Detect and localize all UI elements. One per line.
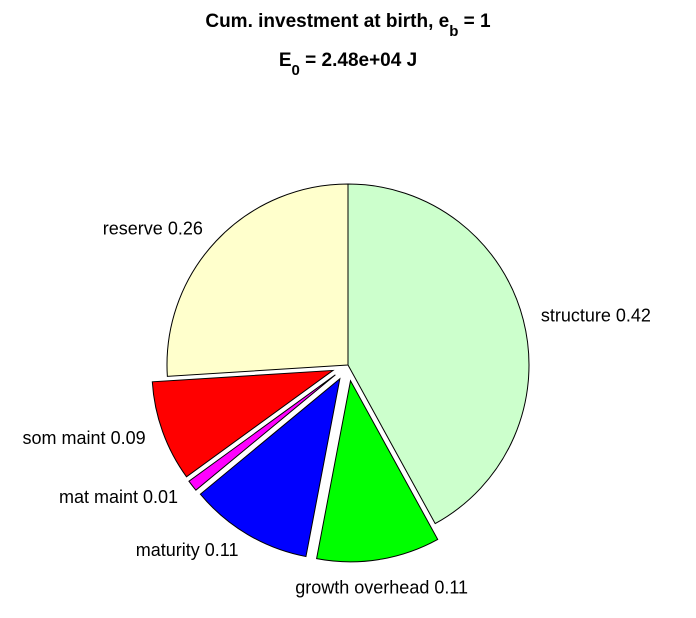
chart-subtitle: E0 = 2.48e+04 J (279, 50, 417, 79)
slice-name: reserve (103, 219, 163, 239)
slice-name: structure (541, 305, 611, 325)
title-part: = 1 (458, 11, 491, 32)
pie-slice (188, 374, 336, 491)
slice-value: 0.01 (143, 487, 178, 507)
pie-slice (199, 377, 341, 558)
pie-slice (347, 183, 530, 525)
slice-label: mat maint 0.01 (59, 487, 178, 507)
title-part: = 2.48e+04 J (300, 50, 417, 71)
slice-value: 0.42 (616, 305, 651, 325)
slice-name: growth overhead (295, 577, 429, 597)
slice-label: maturity 0.11 (136, 540, 239, 560)
pie-slice (316, 379, 439, 563)
chart-title: Cum. investment at birth, eb = 1 (205, 11, 491, 40)
slice-value: 0.11 (434, 577, 468, 597)
slice-label: reserve 0.26 (103, 219, 203, 239)
slice-value: 0.09 (111, 428, 146, 448)
title-part: Cum. investment at birth, e (205, 11, 449, 32)
slice-value: 0.11 (205, 540, 239, 560)
title-part: E (279, 50, 292, 71)
pie-slice (151, 369, 335, 478)
slice-label: growth overhead 0.11 (295, 577, 468, 597)
slice-label: structure 0.42 (541, 305, 651, 325)
slice-name: maturity (136, 540, 200, 560)
slice-label: som maint 0.09 (23, 428, 146, 448)
slice-name: som maint (23, 428, 106, 448)
pie-slice (166, 183, 349, 377)
title-part: b (449, 23, 458, 40)
slice-name: mat maint (59, 487, 138, 507)
slice-value: 0.26 (168, 219, 203, 239)
title-part: 0 (292, 62, 300, 79)
